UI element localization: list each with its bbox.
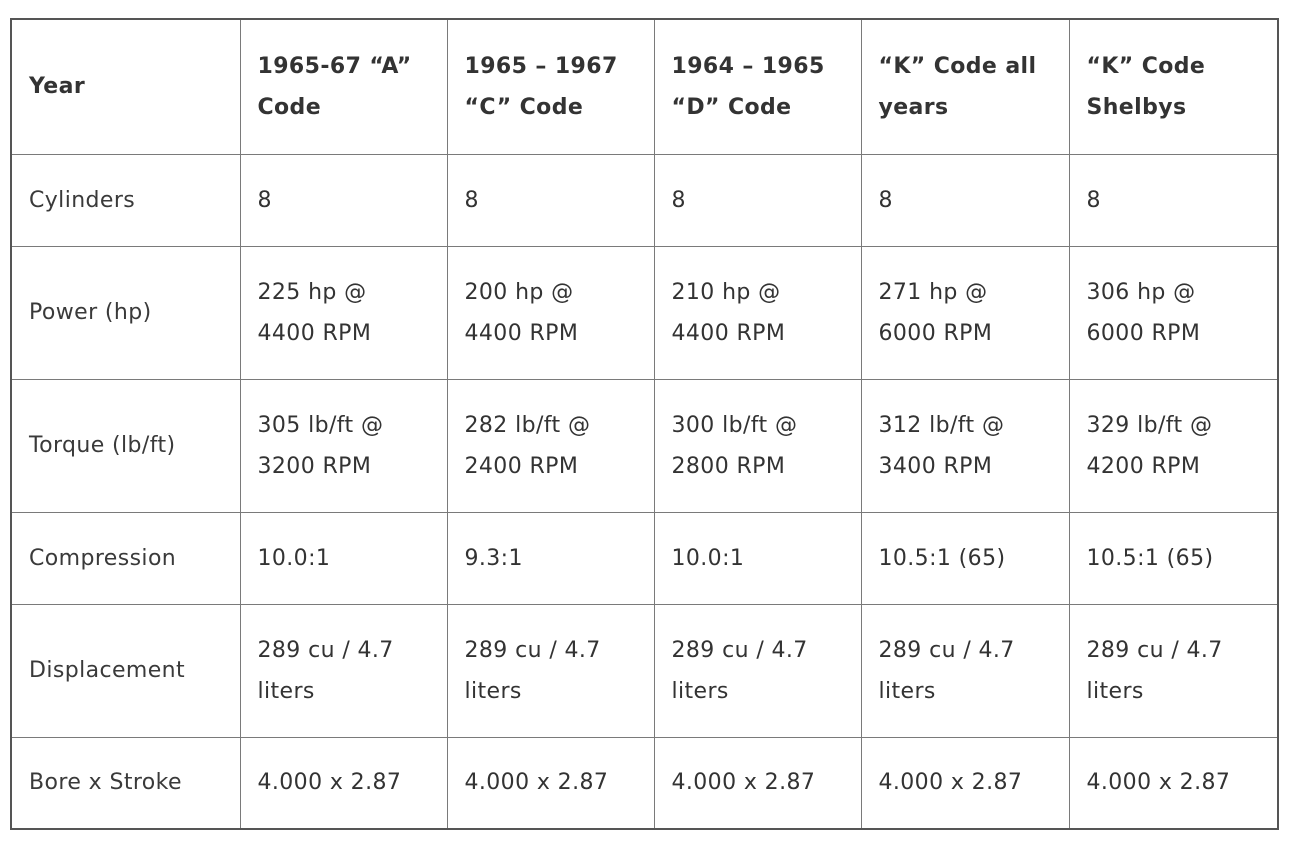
table-row-power: Power (hp) 225 hp @ 4400 RPM 200 hp @ 44… [10, 245, 1279, 380]
table-cell: 329 lb/ft @ 4200 RPM [1068, 378, 1279, 513]
table-cell: 8 [860, 153, 1070, 247]
header-cell-c-code: 1965 – 1967 “C” Code [446, 18, 655, 155]
header-cell-k-code-all-years: “K” Code all years [860, 18, 1070, 155]
table-cell: 312 lb/ft @ 3400 RPM [860, 378, 1070, 513]
table-cell: 10.5:1 (65) [860, 511, 1070, 605]
table-cell: 271 hp @ 6000 RPM [860, 245, 1070, 380]
table-cell: 300 lb/ft @ 2800 RPM [653, 378, 862, 513]
table-cell: 8 [1068, 153, 1279, 247]
table-cell: 4.000 x 2.87 [653, 736, 862, 830]
table-cell: 289 cu / 4.7 liters [446, 603, 655, 738]
table-cell: 9.3:1 [446, 511, 655, 605]
table-cell: 4.000 x 2.87 [1068, 736, 1279, 830]
table-cell: 8 [653, 153, 862, 247]
table-cell: 4.000 x 2.87 [446, 736, 655, 830]
header-cell-k-code-shelbys: “K” Code Shelbys [1068, 18, 1279, 155]
table-row-torque: Torque (lb/ft) 305 lb/ft @ 3200 RPM 282 … [10, 378, 1279, 513]
row-label: Torque (lb/ft) [10, 378, 241, 513]
table-cell: 8 [239, 153, 448, 247]
table-row-compression: Compression 10.0:1 9.3:1 10.0:1 10.5:1 (… [10, 511, 1279, 605]
table-cell: 306 hp @ 6000 RPM [1068, 245, 1279, 380]
table-cell: 4.000 x 2.87 [860, 736, 1070, 830]
row-label: Compression [10, 511, 241, 605]
table-cell: 289 cu / 4.7 liters [860, 603, 1070, 738]
header-cell-year: Year [10, 18, 241, 155]
table-cell: 4.000 x 2.87 [239, 736, 448, 830]
table-cell: 225 hp @ 4400 RPM [239, 245, 448, 380]
row-label: Bore x Stroke [10, 736, 241, 830]
header-cell-d-code: 1964 – 1965 “D” Code [653, 18, 862, 155]
table-row-cylinders: Cylinders 8 8 8 8 8 [10, 153, 1279, 247]
engine-spec-table: Year 1965-67 “A” Code 1965 – 1967 “C” Co… [10, 18, 1279, 830]
table-cell: 289 cu / 4.7 liters [1068, 603, 1279, 738]
table-cell: 289 cu / 4.7 liters [653, 603, 862, 738]
header-cell-a-code: 1965-67 “A” Code [239, 18, 448, 155]
table-cell: 10.0:1 [653, 511, 862, 605]
table-cell: 10.0:1 [239, 511, 448, 605]
row-label: Displacement [10, 603, 241, 738]
table-row-bore-stroke: Bore x Stroke 4.000 x 2.87 4.000 x 2.87 … [10, 736, 1279, 830]
table-cell: 8 [446, 153, 655, 247]
table-row-displacement: Displacement 289 cu / 4.7 liters 289 cu … [10, 603, 1279, 738]
table-cell: 289 cu / 4.7 liters [239, 603, 448, 738]
row-label: Power (hp) [10, 245, 241, 380]
table-cell: 305 lb/ft @ 3200 RPM [239, 378, 448, 513]
table-cell: 200 hp @ 4400 RPM [446, 245, 655, 380]
table-cell: 282 lb/ft @ 2400 RPM [446, 378, 655, 513]
table-cell: 210 hp @ 4400 RPM [653, 245, 862, 380]
header-row: Year 1965-67 “A” Code 1965 – 1967 “C” Co… [10, 18, 1279, 155]
table-cell: 10.5:1 (65) [1068, 511, 1279, 605]
row-label: Cylinders [10, 153, 241, 247]
